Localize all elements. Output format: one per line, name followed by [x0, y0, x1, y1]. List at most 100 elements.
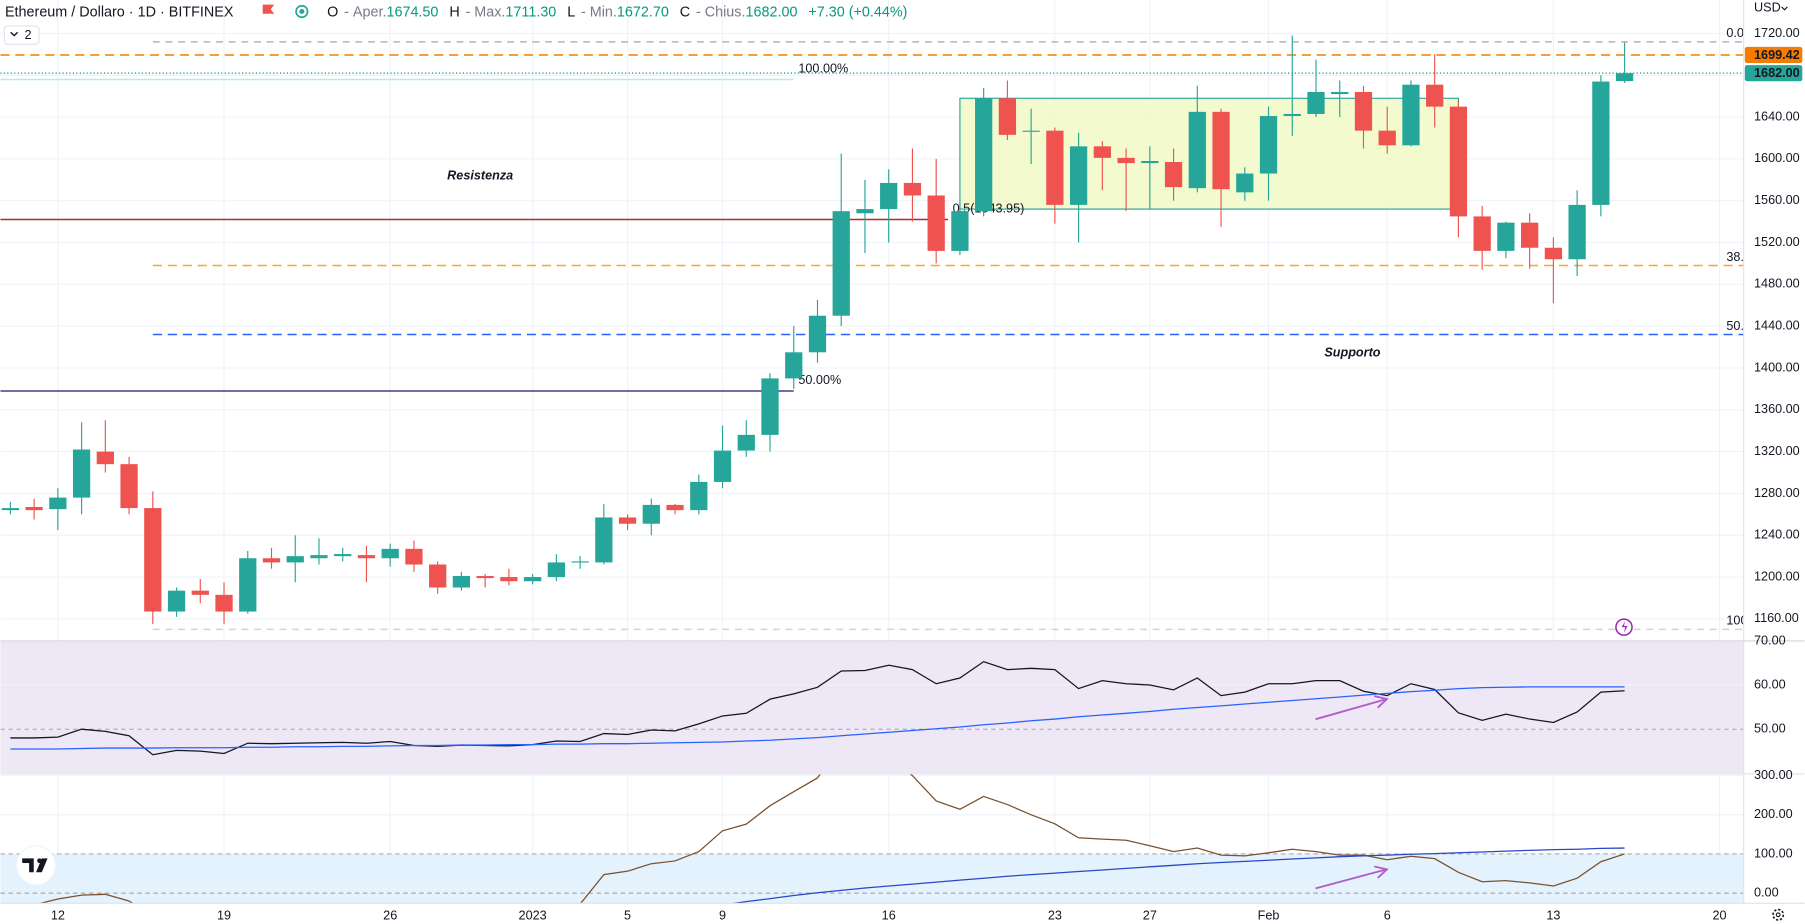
candle-body	[167, 590, 186, 612]
status-dot-inner	[299, 8, 305, 15]
y-tick-label: 1320.00	[1754, 444, 1800, 458]
level-label: 50.00%	[798, 373, 841, 387]
candle-body	[1, 508, 20, 511]
settings-icon[interactable]	[1772, 908, 1785, 921]
x-tick-label: 27	[1143, 908, 1157, 922]
candle-body	[476, 576, 494, 579]
candle-body	[1117, 157, 1135, 164]
candle-body	[239, 558, 257, 612]
candle-body	[547, 562, 565, 578]
legend-label: Max.	[474, 4, 505, 20]
y-tick-label: 1200.00	[1754, 569, 1800, 583]
candle-body	[1093, 146, 1111, 158]
candle-body	[1426, 84, 1444, 107]
legend-label: Chius.	[705, 4, 746, 20]
currency-label[interactable]: USD	[1754, 0, 1781, 14]
indicator-line	[729, 847, 1625, 904]
y-tick-label: 60.00	[1754, 677, 1786, 691]
price-tag	[1744, 46, 1803, 64]
legend-label: -	[581, 4, 590, 20]
y-tick-label: 70.00	[1754, 633, 1786, 647]
candle-body	[761, 378, 779, 435]
flag-icon[interactable]	[262, 4, 275, 14]
alert-bolt	[1621, 621, 1628, 633]
indicators-toggle[interactable]	[3, 25, 40, 45]
legend-value: 1674.50	[386, 4, 438, 20]
candle-body	[500, 577, 518, 582]
indicator-line	[10, 660, 1625, 756]
logo-dot	[37, 858, 42, 864]
logo-badge[interactable]	[15, 845, 57, 886]
candle-body	[1568, 204, 1586, 260]
x-tick-label: 19	[217, 908, 231, 922]
candle-body	[1212, 111, 1230, 190]
x-tick-label: 2023	[519, 908, 547, 922]
candle-body	[120, 464, 138, 509]
candle-body	[666, 504, 684, 511]
legend-value: 1711.30	[505, 4, 556, 20]
y-tick-label: 200.00	[1754, 807, 1793, 821]
candle-body	[1046, 130, 1064, 205]
candle-body	[1615, 73, 1634, 82]
legend-key: O	[327, 4, 338, 20]
x-tick-label: 20	[1713, 908, 1727, 922]
candle-body	[737, 434, 755, 451]
arrow-head	[1374, 865, 1389, 879]
indicator-line	[10, 686, 1625, 750]
candle-body	[262, 558, 281, 563]
candle-body	[1402, 84, 1420, 146]
candle-body	[1259, 116, 1278, 174]
legend-value: 1682.00	[745, 4, 797, 20]
price-tag-label: 1682.00	[1754, 66, 1800, 80]
y-tick-label: 1400.00	[1754, 360, 1800, 374]
candle-body	[832, 211, 850, 316]
candle-body	[880, 182, 898, 210]
y-tick-label: 1440.00	[1754, 319, 1800, 333]
x-tick-label: 5	[624, 908, 631, 922]
indicator-band	[0, 853, 1744, 904]
candle-body	[1022, 130, 1040, 132]
symbol-title: Ethereum / Dollaro · 1D · BITFINEX	[5, 4, 234, 20]
indicator-line	[37, 774, 1625, 904]
candle-body	[215, 594, 233, 612]
legend-key: H	[449, 4, 459, 20]
candle-body	[1141, 160, 1159, 164]
legend-label: -	[696, 4, 705, 20]
candle-body	[785, 352, 803, 379]
candle-body	[357, 555, 376, 559]
pane	[0, 640, 1744, 774]
legend-value: 1672.70	[617, 4, 669, 20]
candle-body	[96, 451, 114, 465]
candle-body	[571, 561, 589, 563]
candle-body	[310, 555, 328, 559]
candle-body	[1449, 106, 1468, 217]
y-tick-label: 300.00	[1754, 768, 1793, 782]
candle-body	[72, 449, 91, 498]
candle-body	[856, 209, 874, 214]
level-label: 50.	[1726, 319, 1744, 333]
indicators-count: 2	[25, 28, 32, 42]
candle-body	[1544, 247, 1563, 260]
price-tag-label: 1699.42	[1754, 48, 1800, 62]
candle-body	[334, 554, 352, 557]
y-tick-label: 1720.00	[1754, 26, 1800, 40]
range-zone	[959, 97, 1460, 210]
candle-body	[808, 315, 827, 353]
price-scale-bg	[1743, 0, 1805, 904]
pane	[0, 774, 1744, 904]
settings-center	[1775, 912, 1781, 918]
candle-body	[1521, 222, 1539, 248]
candle-body	[144, 508, 162, 612]
ohlc-legend: O- Aper.1674.50 H- Max.1711.30 L- Min.16…	[327, 4, 907, 20]
candle-body	[1069, 146, 1088, 205]
candle-body	[595, 517, 613, 563]
overlay-layer: 12 19 26 2023 5 9 16 23 27 Feb 6 13 20 1160.00 1200.00…	[51, 26, 1803, 922]
x-tick-label: 23	[1048, 908, 1062, 922]
y-tick-label: 1280.00	[1754, 486, 1800, 500]
candle-body	[405, 548, 423, 565]
x-tick-label: 6	[1384, 908, 1391, 922]
candle-body	[642, 504, 660, 524]
